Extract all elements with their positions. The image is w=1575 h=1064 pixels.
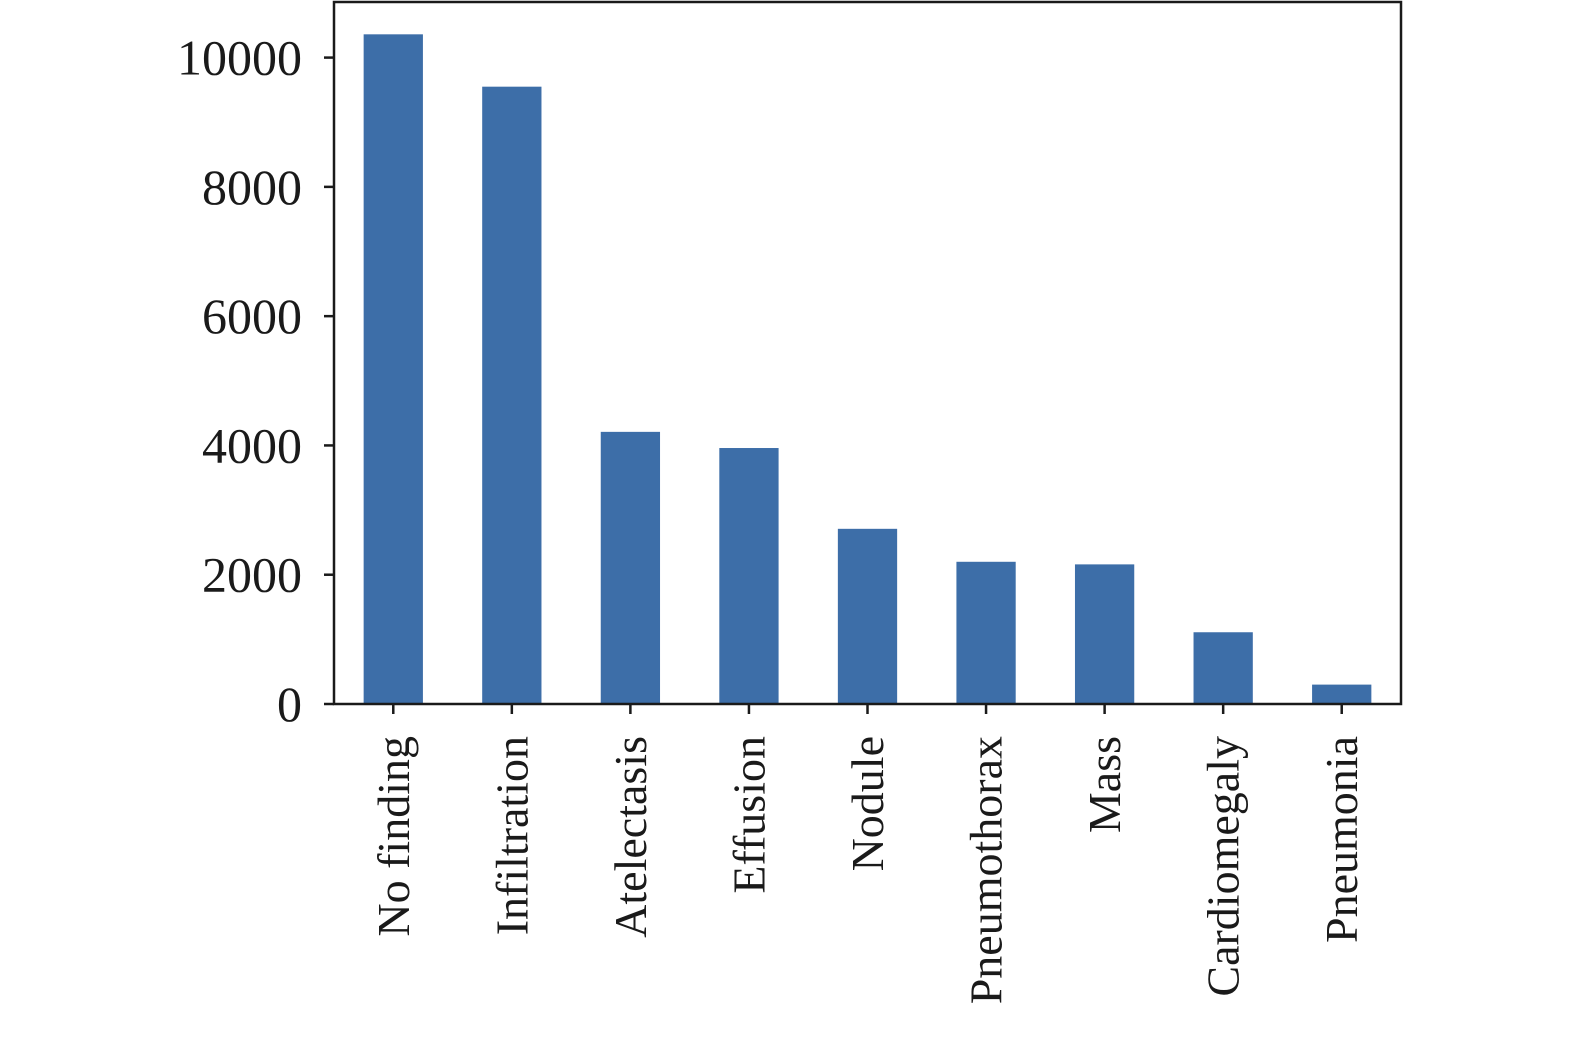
bar-pneumothorax: [956, 561, 1016, 704]
x-tick-label-atelectasis: Atelectasis: [605, 736, 656, 938]
bar-effusion: [719, 448, 779, 704]
y-tick-label-6000: 6000: [202, 288, 302, 344]
y-tick-label-4000: 4000: [202, 417, 302, 473]
x-tick-label-infiltration: Infiltration: [486, 736, 537, 935]
x-axis: No finding Infiltration Atelectasis Effusio…: [368, 704, 1367, 1004]
bar-cardiomegaly: [1193, 632, 1253, 704]
bar-atelectasis: [600, 431, 661, 704]
x-tick-label-effusion: Effusion: [723, 736, 774, 894]
bar-nodule: [837, 528, 898, 704]
x-tick-label-cardiomegaly: Cardiomegaly: [1198, 736, 1249, 997]
bar-no-finding: [363, 34, 423, 704]
bar-infiltration: [482, 86, 542, 705]
bars-group: [363, 34, 1372, 705]
y-axis: 0 2000 4000 6000 8000 10000: [177, 30, 334, 732]
x-tick-label-mass: Mass: [1079, 736, 1130, 833]
x-tick-label-no-finding: No finding: [368, 736, 419, 937]
bar-mass: [1074, 564, 1135, 704]
y-tick-label-0: 0: [277, 676, 302, 732]
y-tick-label-2000: 2000: [202, 547, 302, 603]
x-tick-label-nodule: Nodule: [842, 736, 893, 871]
plot-frame: [332, 0, 1403, 706]
y-tick-label-10000: 10000: [177, 30, 302, 86]
x-tick-label-pneumothorax: Pneumothorax: [961, 736, 1012, 1004]
y-tick-label-8000: 8000: [202, 159, 302, 215]
bar-pneumonia: [1312, 684, 1372, 704]
x-tick-label-pneumonia: Pneumonia: [1316, 736, 1367, 943]
